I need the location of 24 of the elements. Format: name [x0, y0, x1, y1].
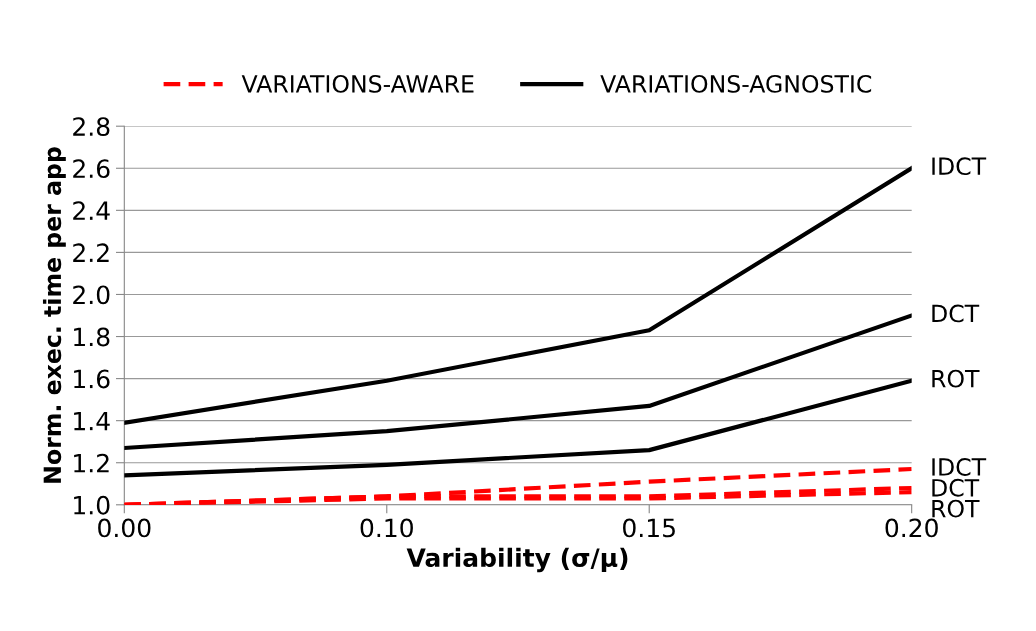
legend-label: VARIATIONS-AGNOSTIC — [600, 74, 872, 93]
annotation: DCT — [932, 304, 980, 323]
x-tick-label: 0.15 — [623, 518, 675, 538]
y-tick-label: 2.8 — [73, 117, 110, 137]
y-tick-label: 2.0 — [73, 285, 110, 305]
legend-label: VARIATIONS-AWARE — [241, 74, 474, 93]
y-tick-label: 1.4 — [74, 411, 110, 431]
annotation: IDCT — [932, 458, 987, 476]
x-tick-label: 0.10 — [360, 518, 413, 538]
y-tick-label: 2.6 — [73, 159, 110, 179]
annotation: ROT — [932, 499, 980, 518]
annotation: DCT — [932, 478, 980, 497]
annotation: ROT — [932, 369, 980, 388]
y-tick-label: 1.6 — [74, 369, 110, 389]
y-tick-label: 1.0 — [74, 495, 110, 515]
y-axis-title: Norm. exec. time per app — [42, 147, 66, 483]
annotation: IDCT — [932, 157, 987, 176]
x-tick-label: 0.20 — [885, 518, 938, 538]
y-tick-label: 1.2 — [74, 453, 109, 473]
y-tick-label: 1.8 — [74, 327, 110, 347]
y-tick-label: 2.4 — [73, 201, 110, 220]
x-axis-title: Variability (σ/μ) — [406, 547, 628, 573]
y-tick-label: 2.2 — [73, 243, 109, 262]
x-tick-label: 0.00 — [98, 518, 151, 538]
